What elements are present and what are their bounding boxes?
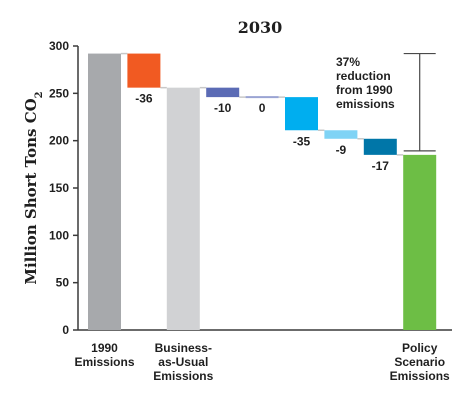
delta-bar (245, 96, 279, 99)
category-label-line: Emissions (390, 369, 450, 383)
delta-bar (363, 138, 397, 155)
annotation-line: emissions (336, 97, 395, 111)
category-label: 1990 Emissions (74, 341, 134, 369)
y-axis-label-main: Million Short Tons CO (22, 98, 40, 284)
category-label-line: as-Usual (158, 355, 208, 369)
y-axis-label-subscript: 2 (34, 91, 45, 98)
annotation-line: 37% (336, 55, 360, 69)
total-bar (403, 154, 437, 330)
category-label-line: Scenario (394, 355, 445, 369)
y-tick-label: 250 (49, 86, 69, 100)
delta-value-label: 0 (259, 101, 266, 115)
delta-value-label: -36 (135, 92, 153, 106)
reduction-annotation-text: 37% reduction from 1990 emissions (336, 55, 395, 111)
connector-lines (121, 52, 404, 156)
data-labels: -36 -10 0 -35 -9 -17 (135, 92, 389, 173)
category-label-line: Emissions (74, 355, 134, 369)
category-label-line: Policy (402, 341, 438, 355)
y-tick-label: 300 (49, 39, 69, 53)
category-label-line: Emissions (153, 369, 213, 383)
bars (88, 53, 437, 330)
category-label-line: 1990 (91, 341, 118, 355)
y-axis: 0 50 100 150 200 250 300 (49, 39, 452, 337)
y-axis-label: Million Short Tons CO2 (22, 91, 45, 284)
y-tick-label: 200 (49, 134, 69, 148)
y-tick-label: 100 (49, 228, 69, 242)
delta-value-label: -17 (372, 159, 390, 173)
total-bar (166, 87, 200, 330)
reduction-annotation: 37% reduction from 1990 emissions (336, 52, 436, 152)
y-tick-label: 150 (49, 181, 69, 195)
category-label: Business-as-Usual Emissions (153, 341, 213, 383)
delta-value-label: -9 (336, 143, 347, 157)
delta-bar (127, 53, 161, 88)
annotation-line: from 1990 (336, 83, 393, 97)
delta-value-label: -35 (293, 134, 311, 148)
total-bar (88, 53, 121, 330)
y-tick-label: 50 (56, 276, 70, 290)
category-label-line: Business- (155, 341, 212, 355)
category-label: Policy Scenario Emissions (390, 341, 450, 383)
annotation-line: reduction (336, 69, 391, 83)
chart-title: 2030 (238, 18, 283, 37)
delta-bar (324, 130, 358, 139)
delta-bar (285, 97, 318, 131)
delta-value-label: -10 (214, 101, 232, 115)
delta-bar (206, 87, 240, 98)
y-tick-label: 0 (62, 323, 69, 337)
